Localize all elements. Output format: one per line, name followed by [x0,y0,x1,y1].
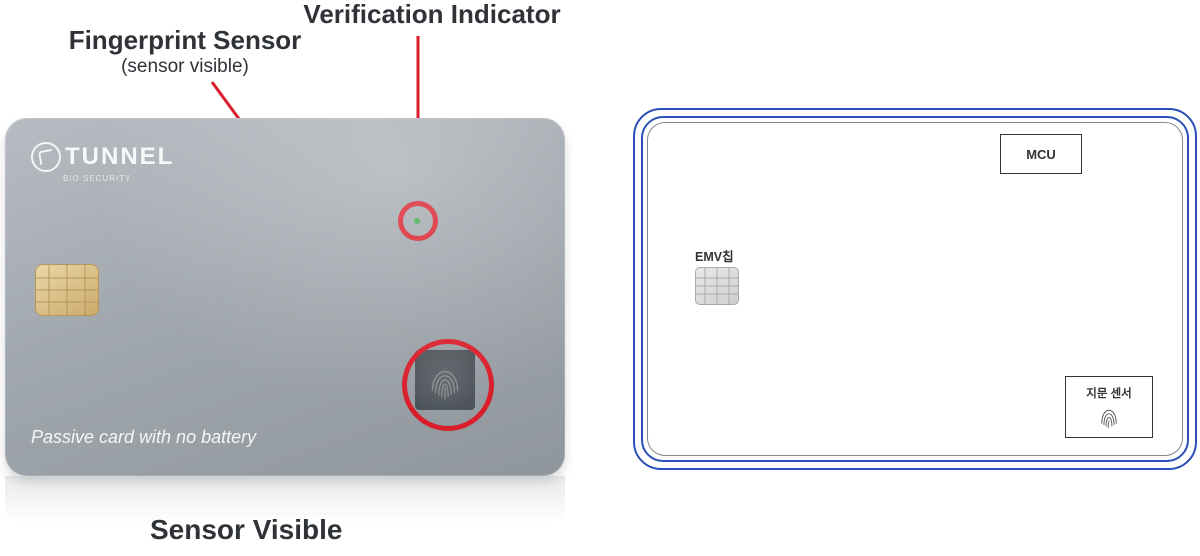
fingerprint-sensor-icon [415,350,475,410]
fingerprint-small-icon [1098,403,1120,429]
passive-card-text: Passive card with no battery [31,427,256,448]
brand-name: TUNNEL [65,145,174,169]
caption-sensor-visible: Sensor Visible [150,514,342,546]
biometric-card-schematic: MCU EMV칩 지문 센서 [633,108,1197,470]
label-verification-indicator: Verification Indicator [292,0,572,30]
label-fingerprint-title: Fingerprint Sensor [45,26,325,56]
mcu-box: MCU [1000,134,1082,174]
fingerprint-sensor-label: 지문 센서 [1086,385,1132,401]
label-fingerprint-subtitle: (sensor visible) [45,56,325,78]
emv-chip-label: EMV칩 [695,246,734,265]
fingerprint-sensor-box: 지문 센서 [1065,376,1153,438]
biometric-card-front: TUNNEL BIO SECURITY Passive card with no… [5,118,565,476]
verification-indicator-led [414,218,420,224]
fingerprint-glyph-icon [424,359,466,401]
brand-logo: TUNNEL BIO SECURITY [31,142,174,183]
label-verification-title: Verification Indicator [292,0,572,30]
brand-mark-icon [31,142,61,172]
emv-chip-small-icon [695,267,739,305]
emv-chip-block: EMV칩 [695,246,739,305]
label-fingerprint-sensor: Fingerprint Sensor (sensor visible) [45,26,325,78]
brand-subline: BIO SECURITY [63,174,174,183]
emv-chip-icon [35,264,99,316]
mcu-label: MCU [1026,147,1056,162]
